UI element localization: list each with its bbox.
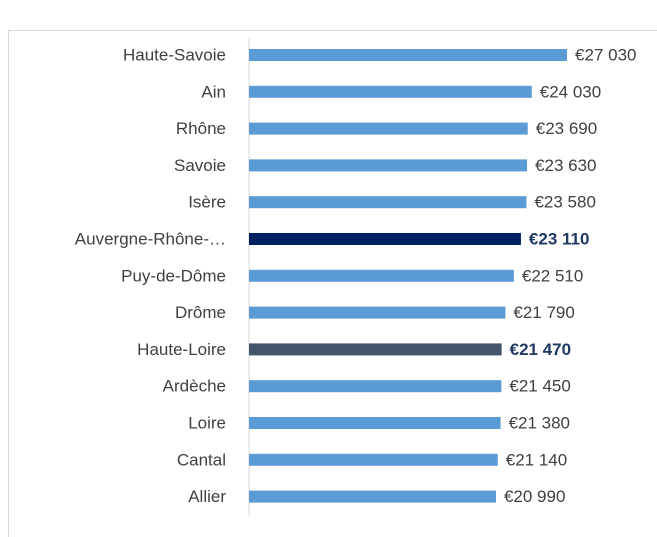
- data-label: €27 030: [575, 45, 636, 64]
- bar: [249, 380, 502, 393]
- y-tick-label: Ardèche: [163, 377, 226, 396]
- data-label: €24 030: [540, 82, 601, 101]
- bar: [249, 159, 528, 172]
- y-tick-label: Auvergne-Rhône-…: [75, 229, 226, 248]
- y-tick-label: Haute-Loire: [137, 340, 226, 359]
- y-tick-label: Rhône: [176, 119, 226, 138]
- chart-frame: [8, 30, 657, 537]
- data-label: €20 990: [504, 487, 565, 506]
- bar: [249, 306, 506, 319]
- data-label: €22 510: [522, 266, 583, 285]
- data-label: €21 790: [513, 303, 574, 322]
- bar: [249, 85, 532, 98]
- bar: [249, 343, 502, 356]
- bar: [249, 269, 514, 282]
- data-label: €21 470: [510, 340, 571, 359]
- y-tick-label: Loire: [188, 413, 226, 432]
- y-tick-label: Allier: [188, 487, 226, 506]
- y-tick-label: Drôme: [175, 303, 226, 322]
- bar: [249, 196, 527, 209]
- data-label: €23 580: [534, 193, 595, 212]
- y-tick-label: Ain: [201, 82, 226, 101]
- y-tick-label: Isère: [188, 193, 226, 212]
- bar: [249, 417, 501, 429]
- data-label: €21 140: [506, 450, 567, 469]
- data-label: €21 450: [509, 377, 570, 396]
- data-label: €23 630: [535, 156, 596, 175]
- data-label: €21 380: [509, 413, 570, 432]
- bar: [249, 122, 528, 135]
- bar: [249, 453, 498, 466]
- y-tick-label: Puy-de-Dôme: [121, 266, 226, 285]
- bar: [249, 49, 568, 61]
- y-tick-label: Cantal: [177, 450, 226, 469]
- data-label: €23 690: [536, 119, 597, 138]
- y-tick-label: Savoie: [174, 156, 226, 175]
- bar: [249, 233, 521, 245]
- data-label: €23 110: [529, 229, 590, 248]
- bar: [249, 490, 496, 503]
- y-tick-label: Haute-Savoie: [123, 45, 226, 64]
